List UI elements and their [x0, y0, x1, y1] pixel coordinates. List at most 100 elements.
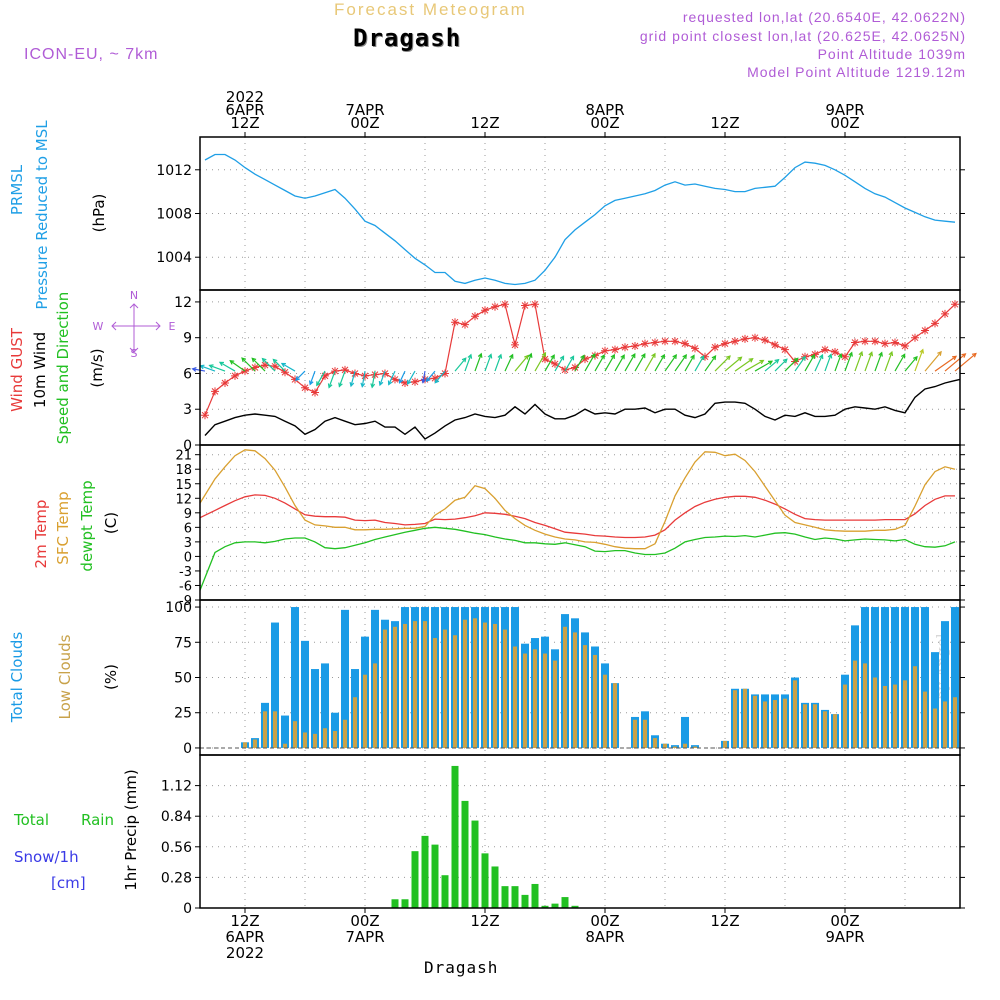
total-cloud-bar — [891, 607, 899, 748]
precip-unit: 1hr Precip (mm) — [122, 769, 140, 890]
wind-direction-arrow — [634, 353, 646, 372]
wind-direction-arrow — [614, 354, 625, 372]
precip-frame — [199, 754, 961, 909]
wind-arrow-head — [308, 380, 314, 386]
wind-arrow-head — [858, 350, 864, 357]
total-cloud-bar — [281, 715, 289, 748]
wind-direction-arrow — [944, 353, 966, 372]
wind-ytick-label: 3 — [183, 402, 192, 418]
low-cloud-bar — [453, 635, 457, 748]
precip-ytick-label: 0.28 — [161, 870, 192, 886]
wind-direction-arrow — [554, 356, 565, 372]
gust-marker — [691, 344, 699, 353]
precip-ytick-label: 0.84 — [161, 809, 192, 825]
low-cloud-bar — [373, 663, 377, 748]
gust-marker — [921, 326, 929, 335]
temperature-ytick-label: -6 — [179, 579, 192, 594]
gust-marker — [761, 336, 769, 345]
low-cloud-bar — [553, 660, 557, 748]
pressure-unit: (hPa) — [90, 194, 108, 233]
wind-arrow-head — [620, 354, 625, 360]
wind-direction-arrow — [229, 360, 246, 372]
low-cloud-bar — [793, 680, 797, 748]
rain-bar — [521, 894, 529, 908]
total-cloud-bar — [691, 745, 699, 748]
wind-direction-arrow — [484, 354, 492, 372]
rain-bar — [511, 886, 519, 908]
wind-direction-arrow — [388, 370, 396, 385]
wind-direction-arrow — [654, 354, 665, 372]
compass-east: E — [169, 320, 176, 333]
gust-marker — [621, 343, 629, 352]
low-cloud-bar — [333, 731, 337, 748]
wind-direction-arrow — [219, 361, 236, 372]
gust-marker — [731, 337, 739, 346]
low-cloud-bar — [443, 629, 447, 748]
wind-direction-arrow — [954, 353, 977, 372]
wind-arrow-head — [801, 355, 806, 361]
low-cloud-bar — [243, 742, 247, 748]
wind-arrow-head — [272, 358, 278, 364]
top-time-label: 12Z — [470, 114, 499, 132]
gust-marker — [651, 338, 659, 347]
low-cloud-bar — [683, 743, 687, 748]
wind-direction-arrow — [426, 370, 436, 382]
wind-speed-line — [204, 378, 961, 440]
top-time-label: 12Z — [710, 114, 739, 132]
sfc-temp-line — [199, 449, 956, 550]
gust-marker — [841, 352, 849, 361]
low-cloud-bar — [843, 684, 847, 748]
wind-direction-arrow — [754, 360, 773, 372]
gust-marker — [301, 383, 309, 392]
wind-direction-arrow — [564, 356, 575, 372]
gust-marker — [861, 337, 869, 346]
wind-direction-arrow — [674, 354, 687, 372]
wind-arrow-head — [827, 353, 833, 359]
gust-marker — [851, 338, 859, 347]
low-cloud-bar — [733, 690, 737, 748]
wind-arrow-head — [387, 380, 393, 386]
low-cloud-bar — [783, 698, 787, 748]
low-cloud-bar — [613, 683, 617, 748]
precip-ytick-label: 0 — [183, 901, 192, 917]
top-time-label: 8APR — [585, 101, 624, 119]
low-cloud-bar — [533, 649, 537, 748]
wind-arrow-head — [793, 357, 799, 363]
gust-marker — [501, 300, 509, 309]
wind-arrow-head — [338, 382, 343, 388]
wind-arrow-head — [421, 378, 426, 384]
gust-marker — [511, 340, 519, 349]
low-cloud-bar — [673, 746, 677, 748]
low-cloud-bar — [813, 704, 817, 748]
gust-marker — [701, 352, 709, 361]
temperature-ytick-label: 21 — [175, 449, 192, 464]
low-cloud-bar — [773, 700, 777, 748]
wind-direction-arrow — [200, 365, 216, 372]
low-cloud-bar — [503, 629, 507, 748]
wind-panel: 0 3 6 9 12 — [174, 290, 965, 454]
low-cloud-bar — [603, 674, 607, 748]
gust-marker — [351, 369, 359, 378]
rain-bar — [441, 875, 449, 908]
wind-arrow-head — [360, 382, 366, 388]
wind-arrow-head — [280, 362, 286, 368]
low-cloud-bar — [423, 621, 427, 748]
clouds-ytick-label: 50 — [174, 671, 192, 687]
gust-marker — [531, 300, 539, 309]
gust-marker — [641, 339, 649, 348]
wind-arrow-head — [699, 354, 705, 361]
rain-bar — [481, 853, 489, 908]
gust-marker — [891, 338, 899, 347]
wind-arrow-head — [316, 381, 321, 387]
temperature-ytick-label: 12 — [175, 492, 192, 507]
wind-arrow-head — [461, 357, 467, 363]
gust-marker — [291, 375, 299, 384]
wind-direction-arrow — [594, 354, 605, 372]
gust-marker — [781, 345, 789, 354]
gust-marker — [931, 319, 939, 328]
total-cloud-bar — [921, 607, 929, 748]
wind-arrow-head — [509, 353, 514, 359]
top-time-label: 00Z — [350, 114, 379, 132]
total-cloud-bar — [271, 622, 279, 748]
low-cloud-bar — [303, 732, 307, 748]
